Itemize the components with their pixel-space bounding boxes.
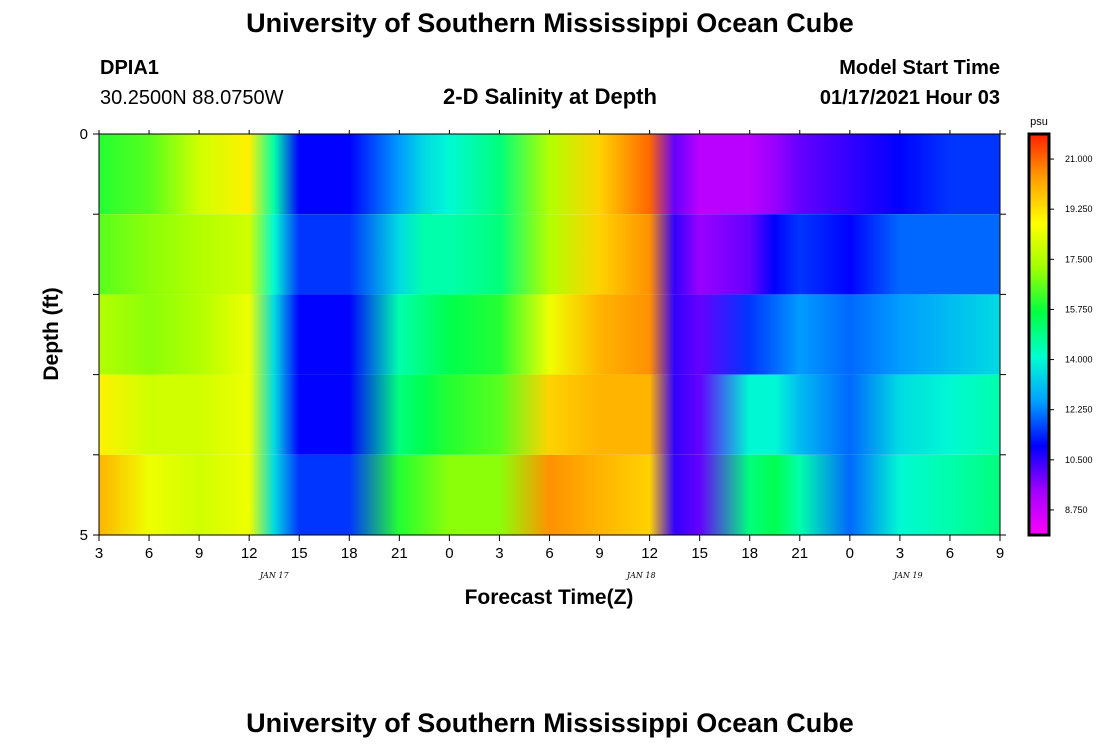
x-tick-label: 0 (846, 545, 854, 562)
x-tick-label: 6 (946, 545, 954, 562)
x-tick-label: 6 (545, 545, 553, 562)
model-start-value: 01/17/2021 Hour 03 (819, 87, 1000, 109)
plot-title: 2-D Salinity at Depth (443, 84, 657, 109)
depth-band-2 (99, 294, 1000, 375)
depth-band-0 (99, 134, 1000, 215)
x-tick-label: 3 (896, 545, 904, 562)
colorbar-tick-label: 15.750 (1065, 304, 1093, 314)
colorbar-tick-label: 12.250 (1065, 405, 1093, 415)
heatmap-area (99, 134, 1000, 535)
y-axis-label: Depth (ft) (40, 287, 63, 380)
x-tick-label: 18 (341, 545, 358, 562)
x-tick-label: 12 (241, 545, 258, 562)
y-tick-label: 5 (80, 527, 88, 544)
x-axis: 3 6 9 12 15 18 21 0 3 6 9 12 15 18 21 0 3 6 9 JAN 17 JAN 18 J… (95, 130, 1004, 580)
colorbar-gradient (1027, 132, 1051, 537)
colorbar-tick-label: 10.500 (1065, 455, 1093, 465)
x-tick-label: 12 (641, 545, 658, 562)
date-label: JAN 19 (892, 571, 923, 580)
x-tick-label: 9 (595, 545, 603, 562)
model-start-label: Model Start Time (839, 57, 1000, 79)
depth-band-1 (99, 214, 1000, 295)
x-tick-label: 21 (391, 545, 408, 562)
y-tick-label: 0 (80, 126, 88, 143)
colorbar-tick-label: 14.000 (1065, 355, 1093, 365)
colorbar-unit: psu (1030, 116, 1048, 128)
x-tick-label: 3 (95, 545, 103, 562)
date-label: JAN 17 (258, 571, 290, 580)
colorbar-tick-label: 21.000 (1065, 154, 1093, 164)
page-title: University of Southern Mississippi Ocean… (246, 8, 854, 38)
depth-band-3 (99, 374, 1000, 455)
colorbar: 21.000 19.250 17.500 15.750 14.000 12.250 10.5… (1027, 116, 1093, 537)
page-title-bottom: University of Southern Mississippi Ocean… (246, 708, 854, 738)
depth-band-4 (99, 454, 1000, 535)
x-tick-label: 18 (741, 545, 758, 562)
x-tick-label: 9 (195, 545, 203, 562)
x-tick-label: 9 (996, 545, 1004, 562)
x-tick-label: 0 (445, 545, 453, 562)
colorbar-tick-label: 17.500 (1065, 254, 1093, 264)
station-coords: 30.2500N 88.0750W (100, 87, 284, 109)
x-tick-label: 21 (791, 545, 808, 562)
x-tick-label: 15 (691, 545, 708, 562)
date-label: JAN 18 (625, 571, 656, 580)
station-id: DPIA1 (100, 57, 159, 79)
colorbar-tick-label: 8.750 (1065, 505, 1088, 515)
y-axis: 05 (80, 126, 1006, 544)
x-tick-label: 3 (495, 545, 503, 562)
colorbar-tick-label: 19.250 (1065, 204, 1093, 214)
x-tick-label: 6 (145, 545, 153, 562)
x-tick-label: 15 (291, 545, 308, 562)
x-axis-label: Forecast Time(Z) (465, 586, 634, 609)
